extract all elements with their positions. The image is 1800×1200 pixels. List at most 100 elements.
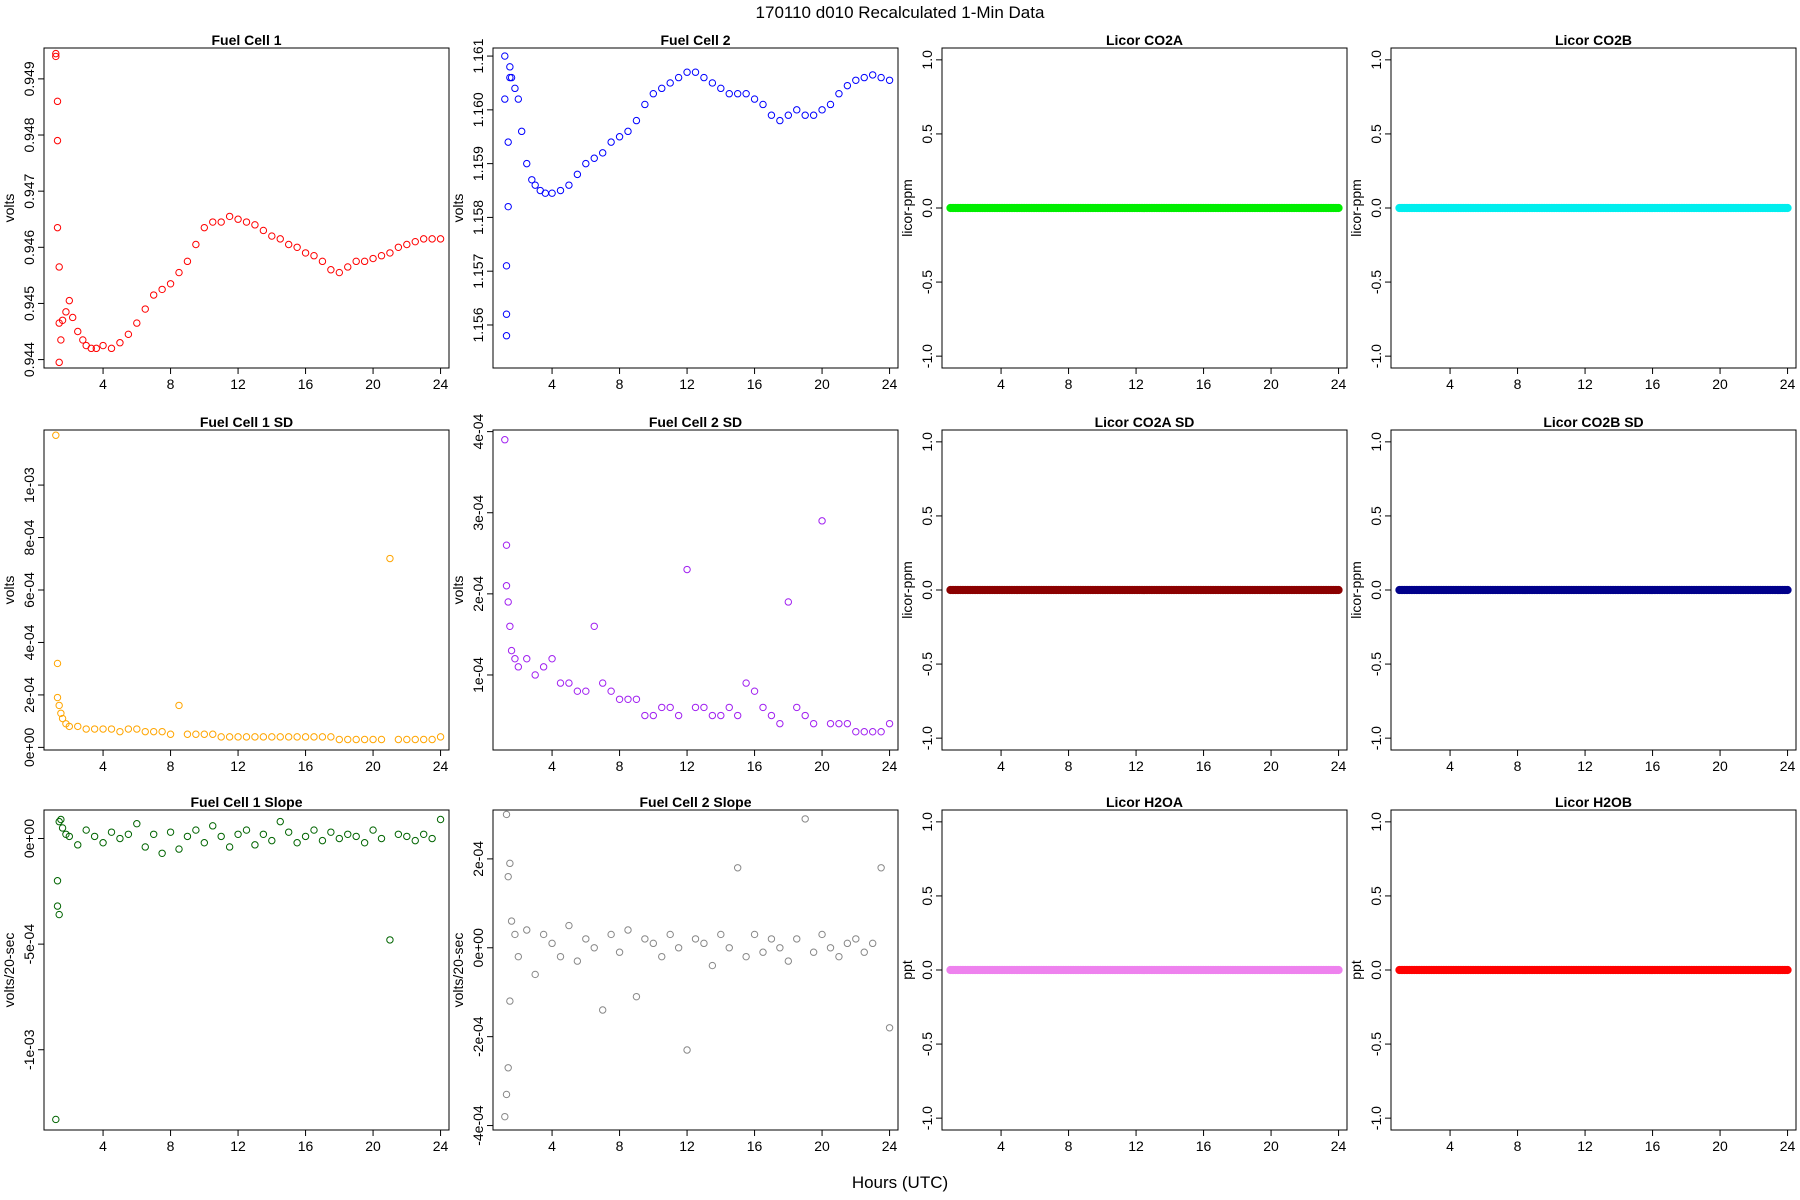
series-points: [946, 585, 1343, 595]
data-point: [149, 291, 158, 299]
data-point: [502, 582, 511, 590]
data-point: [793, 935, 801, 943]
x-tick-label: 8: [167, 376, 175, 392]
data-point: [68, 313, 77, 322]
x-tick-label: 20: [814, 1138, 830, 1154]
data-point: [852, 76, 860, 84]
y-tick-label: 0e+00: [21, 819, 37, 859]
y-axis-label: licor-ppm: [899, 561, 915, 619]
x-tick-label: 12: [230, 1138, 246, 1154]
data-point: [377, 252, 386, 260]
data-point: [428, 235, 436, 243]
data-point: [327, 733, 335, 741]
data-point: [565, 921, 573, 930]
x-tick-label: 16: [1645, 376, 1661, 392]
data-point: [674, 711, 683, 720]
data-point: [55, 263, 63, 271]
x-tick-label: 20: [1263, 758, 1279, 774]
data-point: [352, 832, 360, 841]
data-point: [598, 679, 607, 687]
data-point: [700, 939, 708, 948]
data-point: [784, 598, 793, 606]
data-point: [708, 79, 717, 87]
panel-title: Fuel Cell 1 Slope: [190, 794, 302, 810]
x-tick-label: 16: [1645, 1138, 1661, 1154]
data-point: [784, 957, 793, 965]
y-tick-label: -1.0: [919, 1106, 935, 1130]
x-tick-label: 24: [1780, 376, 1796, 392]
data-point: [259, 733, 268, 741]
x-tick-label: 24: [882, 376, 898, 392]
data-point: [641, 711, 649, 720]
x-tick-label: 24: [1331, 376, 1347, 392]
x-tick-label: 24: [1780, 758, 1796, 774]
data-point: [55, 910, 63, 919]
data-point: [809, 948, 818, 956]
data-point: [632, 695, 641, 704]
data-point: [826, 100, 835, 109]
data-point: [674, 73, 683, 82]
panel-fuel-cell-2-slope: Fuel Cell 2 Slope 4 8 12 16 20 24 -4e-04 -2e-04 0…: [450, 794, 899, 1154]
x-tick-label: 8: [1514, 376, 1522, 392]
data-point: [90, 725, 99, 733]
data-point: [742, 90, 750, 98]
plot-frame: [492, 809, 899, 1131]
x-tick-label: 4: [99, 1138, 107, 1154]
x-tick-label: 20: [1263, 1138, 1279, 1154]
data-point: [133, 319, 141, 327]
y-tick-label: 1.0: [1368, 812, 1384, 832]
data-point: [615, 133, 624, 141]
data-point: [268, 836, 276, 845]
data-point: [860, 948, 868, 956]
data-point: [502, 262, 511, 270]
data-point: [1334, 965, 1343, 975]
data-point: [79, 336, 87, 344]
y-tick-label: 0e+00: [470, 928, 486, 968]
data-point: [573, 957, 582, 965]
data-point: [217, 733, 225, 741]
data-point: [801, 111, 809, 119]
series-points: [1395, 203, 1792, 213]
data-point: [776, 944, 784, 952]
plot-frame: [43, 47, 450, 369]
data-point: [124, 330, 133, 339]
y-tick-label: -4e-04: [470, 1105, 486, 1146]
x-tick-label: 20: [814, 376, 830, 392]
y-axis-label: volts/20-sec: [1, 933, 17, 1008]
y-tick-label: 0.5: [1368, 124, 1384, 144]
data-point: [99, 341, 107, 350]
y-axis-label: licor-ppm: [899, 179, 915, 237]
data-point: [310, 733, 318, 741]
data-point: [691, 703, 700, 712]
x-tick-label: 24: [1331, 758, 1347, 774]
y-axis-label: volts/20-sec: [450, 933, 466, 1008]
data-point: [394, 243, 403, 251]
data-point: [826, 719, 835, 728]
data-point: [523, 159, 531, 168]
x-tick-label: 4: [548, 1138, 556, 1154]
data-point: [835, 719, 843, 728]
y-axis-label: ppt: [899, 960, 915, 980]
panel-title: Fuel Cell 2 Slope: [639, 794, 751, 810]
data-point: [116, 834, 124, 843]
data-point: [767, 111, 776, 119]
data-point: [310, 252, 318, 260]
y-tick-label: 1.158: [470, 200, 486, 235]
y-tick-label: 0e+00: [21, 728, 37, 768]
data-point: [885, 76, 894, 84]
x-tick-label: 12: [1577, 758, 1593, 774]
data-point: [74, 841, 82, 849]
data-point: [507, 917, 516, 925]
data-point: [344, 735, 352, 744]
data-point: [835, 90, 843, 98]
data-point: [767, 711, 776, 720]
data-point: [607, 687, 615, 695]
data-point: [327, 828, 335, 836]
data-point: [683, 565, 691, 574]
data-point: [750, 687, 759, 695]
data-point: [175, 701, 183, 710]
data-point: [360, 735, 369, 744]
data-point: [683, 1046, 691, 1054]
data-point: [641, 935, 649, 943]
